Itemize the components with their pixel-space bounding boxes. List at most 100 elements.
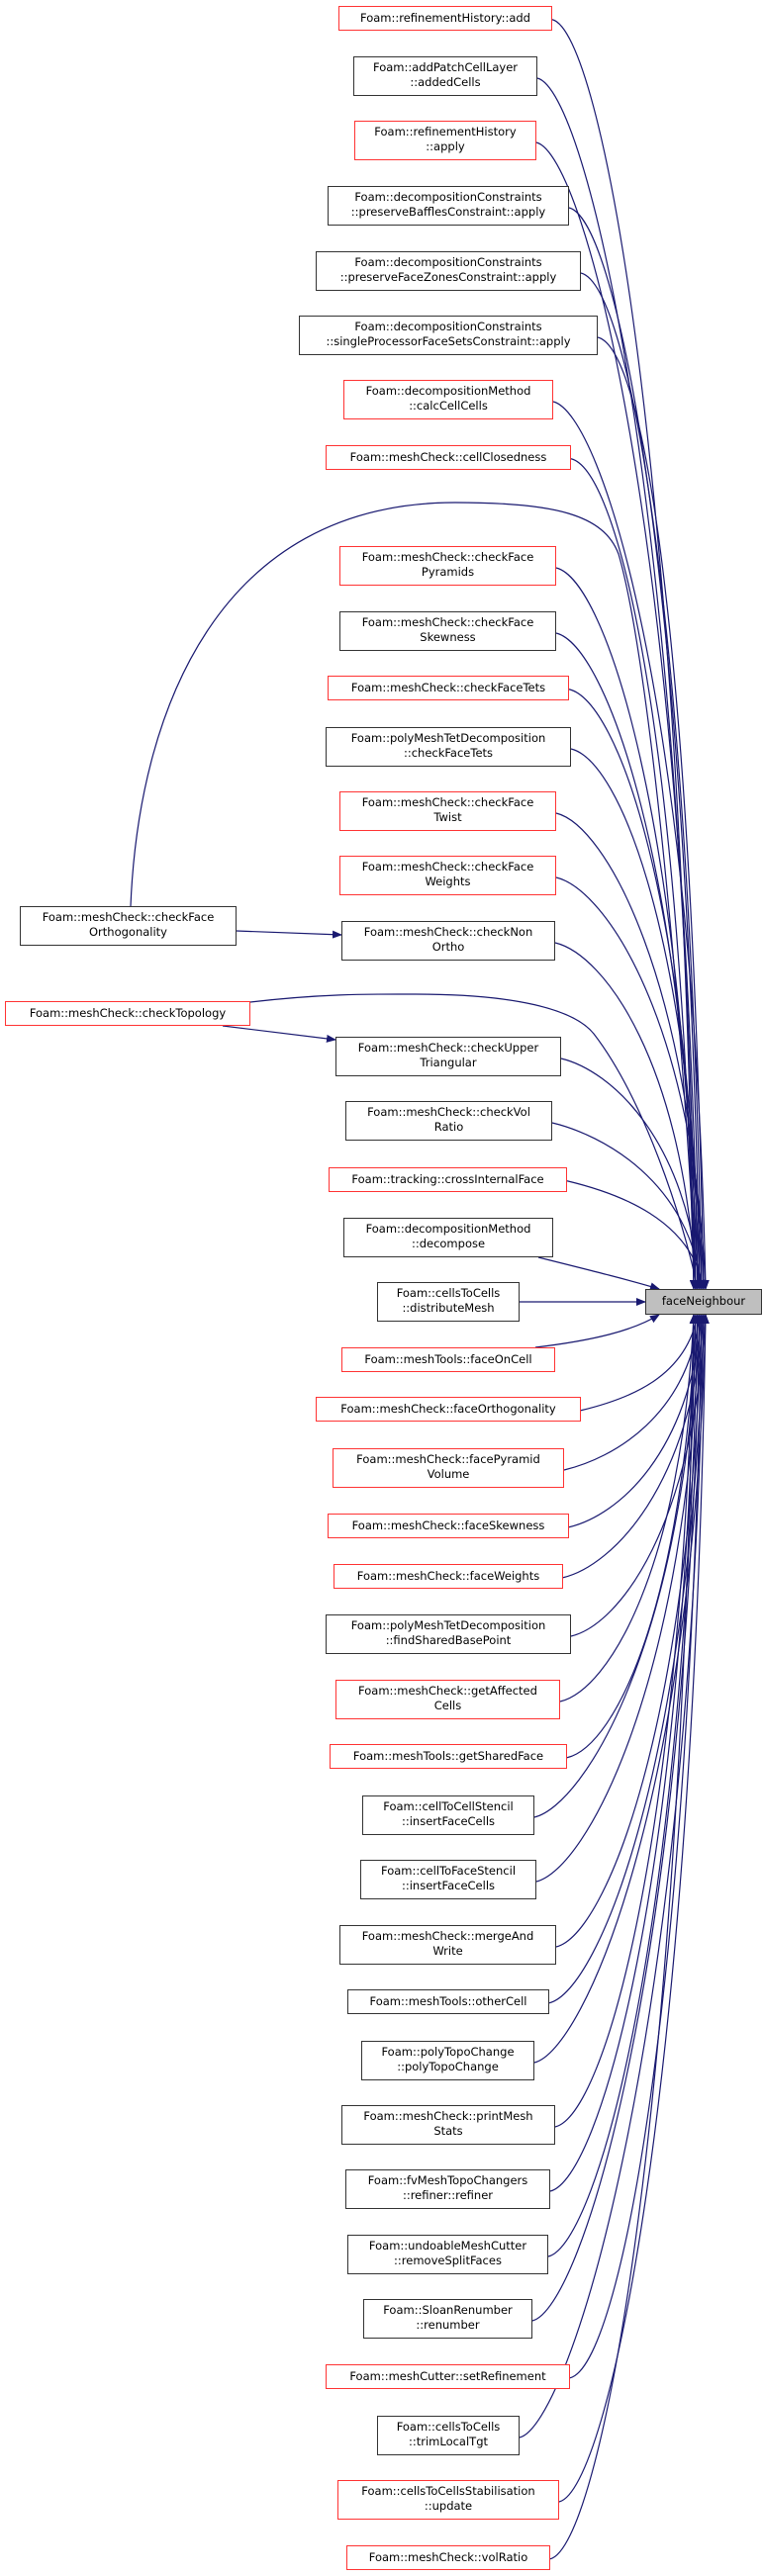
node-label-line: ::decompose	[411, 1237, 486, 1250]
node-label-line: Ortho	[431, 940, 465, 954]
node-meshcheck-checkvolratio[interactable]: Foam::meshCheck::checkVol Ratio	[345, 1101, 552, 1141]
node-label-line: Skewness	[420, 630, 476, 644]
edge-meshcheck-getaffectedcells-to-faceneighbour	[559, 1314, 698, 1702]
node-meshcheck-cellclosedness[interactable]: Foam::meshCheck::cellClosedness	[326, 445, 571, 470]
node-label-line: Foam::fvMeshTopoChangers	[367, 2173, 528, 2187]
node-decompositionmethod-decompose[interactable]: Foam::decompositionMethod::decompose	[343, 1218, 553, 1257]
edge-decompositionmethod-decompose-to-faceneighbour	[537, 1256, 660, 1291]
edge-decompositionconstraints-singleprocessorfacesetsconstraint-apply-to-faceneighbour	[597, 336, 708, 1290]
node-meshcheck-checkfacetwist[interactable]: Foam::meshCheck::checkFace Twist	[339, 791, 556, 831]
node-label-line: Foam::SloanRenumber	[383, 2303, 513, 2317]
node-meshcheck-checkfacetets[interactable]: Foam::meshCheck::checkFaceTets	[328, 676, 569, 700]
node-label-line: Twist	[433, 810, 462, 824]
node-label-line: Foam::decompositionMethod	[365, 1222, 531, 1236]
node-polymeshtetdecomposition-checkfacetets[interactable]: Foam::polyMeshTetDecomposition::checkFac…	[326, 727, 571, 767]
edge-cellstocellsstabilisation-update-to-faceneighbour	[558, 1314, 710, 2503]
node-label-line: Foam::refinementHistory	[374, 125, 517, 138]
edge-meshcheck-checknonortho-to-faceneighbour	[554, 942, 700, 1290]
node-meshcheck-checkfaceskewness[interactable]: Foam::meshCheck::checkFace Skewness	[339, 611, 556, 651]
node-undoablemeshcutter-removesplitfaces[interactable]: Foam::undoableMeshCutter::removeSplitFac…	[347, 2235, 548, 2274]
node-decompositionconstraints-singleprocessorfacesetsconstraint-apply[interactable]: Foam::decompositionConstraints::singlePr…	[299, 316, 598, 355]
node-refinementhistory-add[interactable]: Foam::refinementHistory::add	[338, 6, 552, 31]
node-label-line: Weights	[425, 874, 471, 888]
node-meshcutter-setrefinement[interactable]: Foam::meshCutter::setRefinement	[326, 2364, 570, 2389]
node-label-line: Foam::meshTools::otherCell	[369, 1994, 527, 2008]
node-label-line: Foam::polyMeshTetDecomposition	[350, 1618, 546, 1632]
node-label-line: Foam::meshCheck::checkFaceTets	[350, 681, 546, 694]
edge-sloanrenumber-renumber-to-faceneighbour	[531, 1314, 704, 2322]
node-decompositionconstraints-preservefacezonesconstraint-apply[interactable]: Foam::decompositionConstraints::preserve…	[316, 251, 581, 291]
node-label-line: Foam::refinementHistory::add	[360, 11, 530, 25]
node-label-line: Write	[432, 1944, 463, 1958]
node-label-line: Foam::decompositionMethod	[365, 384, 531, 398]
node-meshcheck-printmeshstats[interactable]: Foam::meshCheck::printMesh Stats	[341, 2105, 555, 2145]
node-fvmeshtopochangers-refiner-refiner[interactable]: Foam::fvMeshTopoChangers::refiner::refin…	[345, 2169, 550, 2209]
edge-meshcheck-checkfaceorthogonality-to-faceneighbour	[130, 502, 700, 1290]
edge-fvmeshtopochangers-refiner-refiner-to-faceneighbour	[549, 1314, 700, 2192]
node-label-line: Pyramids	[421, 565, 475, 579]
node-meshcheck-checkuppertriangular[interactable]: Foam::meshCheck::checkUpper Triangular	[335, 1037, 561, 1076]
node-meshcheck-checktopology[interactable]: Foam::meshCheck::checkTopology	[5, 1001, 250, 1026]
node-label-line: Foam::meshCheck::faceSkewness	[351, 1518, 545, 1532]
edge-meshcheck-checkuppertriangular-to-faceneighbour	[560, 1058, 704, 1290]
node-label-line: Foam::meshCheck::checkFace	[361, 550, 534, 564]
node-label-line: Foam::tracking::crossInternalFace	[351, 1172, 544, 1186]
node-label-line: Foam::polyMeshTetDecomposition	[350, 731, 546, 745]
node-label-line: Foam::meshCheck::checkTopology	[29, 1006, 227, 1020]
edge-polytopochange-polytopochange-to-faceneighbour	[533, 1314, 710, 2064]
node-label-line: ::distributeMesh	[402, 1301, 495, 1315]
node-polymeshtetdecomposition-findsharedbasepoint[interactable]: Foam::polyMeshTetDecomposition::findShar…	[326, 1614, 571, 1654]
edge-meshcheck-faceskewness-to-faceneighbour	[568, 1314, 706, 1528]
edge-meshtools-getsharedface-to-faceneighbour	[566, 1314, 700, 1759]
node-meshcheck-getaffectedcells[interactable]: Foam::meshCheck::getAffected Cells	[335, 1680, 560, 1719]
node-meshtools-getsharedface[interactable]: Foam::meshTools::getSharedFace	[330, 1744, 567, 1769]
node-cellstocells-trimlocaltgt[interactable]: Foam::cellsToCells::trimLocalTgt	[377, 2416, 520, 2455]
node-label-line: ::insertFaceCells	[401, 1814, 496, 1828]
edge-refinementhistory-apply-to-faceneighbour	[535, 141, 702, 1290]
node-label-line: ::findSharedBasePoint	[385, 1633, 512, 1647]
node-refinementhistory-apply[interactable]: Foam::refinementHistory::apply	[354, 121, 536, 160]
node-addpatchcelllayer-addedcells[interactable]: Foam::addPatchCellLayer::addedCells	[353, 56, 537, 96]
node-meshcheck-faceorthogonality[interactable]: Foam::meshCheck::faceOrthogonality	[316, 1397, 581, 1422]
node-label-line: Foam::meshTools::faceOnCell	[364, 1352, 532, 1366]
node-label-line: ::apply	[426, 139, 465, 153]
node-label-line: ::update	[424, 2499, 473, 2513]
node-label-line: ::removeSplitFaces	[394, 2254, 502, 2267]
node-label-line: Foam::cellsToCells	[396, 1286, 501, 1300]
node-tracking-crossinternalface[interactable]: Foam::tracking::crossInternalFace	[329, 1167, 567, 1192]
node-meshcheck-checkfacepyramids[interactable]: Foam::meshCheck::checkFace Pyramids	[339, 546, 556, 586]
node-label-line: ::singleProcessorFaceSetsConstraint::app…	[326, 334, 571, 348]
node-label-line: ::calcCellCells	[409, 399, 488, 413]
node-label-line: ::preserveBafflesConstraint::apply	[350, 205, 546, 219]
node-decompositionconstraints-preservebafflesconstraint-apply[interactable]: Foam::decompositionConstraints::preserve…	[328, 186, 569, 226]
edge-polymeshtetdecomposition-findsharedbasepoint-to-faceneighbour	[570, 1314, 710, 1637]
node-meshcheck-faceweights[interactable]: Foam::meshCheck::faceWeights	[334, 1564, 563, 1589]
node-label-line: Foam::meshCheck::checkNon	[363, 925, 533, 939]
node-label-line: Foam::decompositionConstraints	[354, 190, 542, 204]
node-celltofacestencil-insertfacecells[interactable]: Foam::cellToFaceStencil::insertFaceCells	[360, 1860, 536, 1899]
node-cellstocells-distributemesh[interactable]: Foam::cellsToCells::distributeMesh	[377, 1282, 520, 1322]
node-label-line: Ratio	[433, 1120, 464, 1134]
node-faceneighbour: faceNeighbour	[645, 1289, 762, 1315]
node-cellstocellsstabilisation-update[interactable]: Foam::cellsToCellsStabilisation::update	[337, 2480, 559, 2520]
node-meshtools-faceoncell[interactable]: Foam::meshTools::faceOnCell	[341, 1347, 555, 1372]
node-meshcheck-facepyramidvolume[interactable]: Foam::meshCheck::facePyramid Volume	[333, 1448, 564, 1488]
node-decompositionmethod-calccellcells[interactable]: Foam::decompositionMethod::calcCellCells	[343, 380, 553, 419]
node-sloanrenumber-renumber[interactable]: Foam::SloanRenumber::renumber	[363, 2299, 532, 2339]
node-meshcheck-faceskewness[interactable]: Foam::meshCheck::faceSkewness	[328, 1514, 569, 1538]
edge-meshcheck-checkfaceweights-to-faceneighbour	[555, 876, 710, 1290]
node-meshcheck-checkfaceorthogonality[interactable]: Foam::meshCheck::checkFace Orthogonality	[20, 906, 237, 946]
edge-meshcheck-checktopology-to-faceneighbour	[249, 993, 701, 1290]
node-meshcheck-checknonortho[interactable]: Foam::meshCheck::checkNon Ortho	[341, 921, 555, 961]
node-meshcheck-checkfaceweights[interactable]: Foam::meshCheck::checkFace Weights	[339, 856, 556, 895]
node-label-line: ::refiner::refiner	[402, 2188, 494, 2202]
node-meshcheck-mergeandwrite[interactable]: Foam::meshCheck::mergeAnd Write	[339, 1925, 556, 1965]
node-polytopochange-polytopochange[interactable]: Foam::polyTopoChange::polyTopoChange	[361, 2041, 534, 2080]
node-meshtools-othercell[interactable]: Foam::meshTools::otherCell	[347, 1989, 549, 2014]
node-meshcheck-volratio[interactable]: Foam::meshCheck::volRatio	[346, 2545, 550, 2570]
edge-cellstocells-trimlocaltgt-to-faceneighbour	[519, 1314, 708, 2438]
node-label-line: ::insertFaceCells	[401, 1879, 496, 1892]
node-label-line: ::checkFaceTets	[403, 746, 494, 760]
node-celltocellstencil-insertfacecells[interactable]: Foam::cellToCellStencil::insertFaceCells	[362, 1795, 534, 1835]
